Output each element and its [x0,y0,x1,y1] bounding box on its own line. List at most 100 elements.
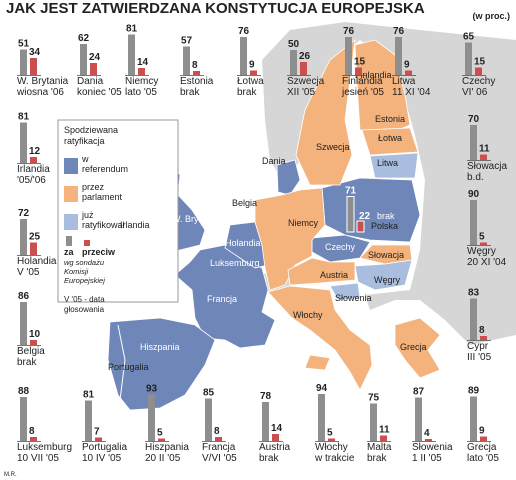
legend-label: referendum [82,164,128,174]
map-label: Hiszpania [140,342,180,352]
country-date: brak [367,453,387,464]
bar-za [240,37,247,75]
country-date: III '05 [467,352,492,363]
country-name: Irlandia [17,164,50,175]
baseline [17,163,41,164]
bar-przeciw [356,220,365,233]
bar-za [470,125,477,160]
country-date: jesień '05 [341,87,384,98]
value-label: 8 [479,325,485,336]
baseline [17,255,41,256]
country [359,244,413,265]
legend-przeciw [84,240,90,246]
bar-przeciw [193,71,200,75]
bar-za [20,122,27,163]
country-date: 11 XI '04 [392,87,431,98]
bar-za [470,200,477,245]
value-label: 15 [474,57,486,68]
value-label: 86 [18,291,30,302]
map-label: Węgry [374,275,401,285]
legend-note: głosowania [64,305,105,314]
country-date: lato '05 [125,87,157,98]
country-name: Malta [367,442,392,453]
map-label: Dania [262,156,286,166]
map-label: Irlandia [120,220,150,230]
country-date: koniec '05 [77,87,122,98]
value-label: 34 [29,47,41,58]
legend-swatch [64,158,78,174]
map-label: Francja [207,294,237,304]
map-label: Łotwa [378,133,402,143]
country-name: Hiszpania [145,442,189,453]
bar-za [415,397,422,441]
map-label: Finlandia [355,70,392,80]
value-label: 83 [468,288,480,299]
country-name: Luksemburg [17,442,72,453]
baseline [145,441,169,442]
baseline [467,340,491,341]
bar-przeciw [480,242,487,245]
country-date: brak [17,357,37,368]
map-label: Słowacja [368,250,404,260]
bar-przeciw [250,70,257,75]
bar-przeciw [30,340,37,345]
value-label: 85 [203,388,215,399]
bar-za [20,49,27,75]
country-name: Polska [371,221,398,231]
bar-przeciw [30,242,37,255]
map-label: Belgia [232,198,257,208]
value-label: 51 [18,39,30,50]
country-name: Belgia [17,346,45,357]
value-label: 70 [468,114,480,125]
bar-za [470,396,477,441]
country-name: Estonia [180,76,214,87]
baseline [467,441,491,442]
country [329,282,361,301]
value-label: 76 [343,26,355,37]
legend-note: V '05 - data [64,295,105,304]
bar-za [346,196,355,233]
country-date: brak [259,453,279,464]
country-name: Czechy [462,76,495,87]
country [394,317,441,379]
country-name: Dania [77,76,104,87]
bar-za [20,397,27,441]
value-label: 8 [214,426,220,437]
bar-za [183,46,190,75]
country-date: 20 XI '04 [467,257,507,268]
bar-przeciw [480,336,487,340]
legend-title: ratyfikacja [64,136,105,146]
legend-note: Komisji [64,267,89,276]
value-label: 11 [479,144,490,155]
map-label: W. Brytania [172,214,218,224]
bar-za [85,400,92,441]
country-name: Portugalia [82,442,127,453]
baseline [180,75,204,76]
bar-przeciw [138,68,145,75]
value-label: 76 [238,26,250,37]
country-date: 10 IV '05 [82,453,122,464]
bar-przeciw [425,439,432,441]
baseline [367,441,391,442]
bar-przeciw [328,438,335,441]
baseline [287,75,311,76]
bar-za [290,50,297,75]
credit: M.R. [4,472,17,478]
title: JAK JEST ZATWIERDZANA KONSTYTUCJA EUROPE… [6,0,425,17]
bar-za [465,42,472,75]
map-label: Szwecja [316,142,350,152]
baseline [77,75,101,76]
baseline [467,245,491,246]
value-label: 4 [424,428,430,439]
value-label: 5 [157,428,163,439]
country-date: brak [180,87,200,98]
bar-za [128,34,135,75]
legend-label: ratyfikował [82,220,125,230]
bar-przeciw [300,62,307,75]
baseline [462,75,486,76]
legend-label: już [81,210,94,220]
baseline [17,441,41,442]
country-name: Łotwa [237,76,264,87]
legend-label: za [64,247,75,257]
